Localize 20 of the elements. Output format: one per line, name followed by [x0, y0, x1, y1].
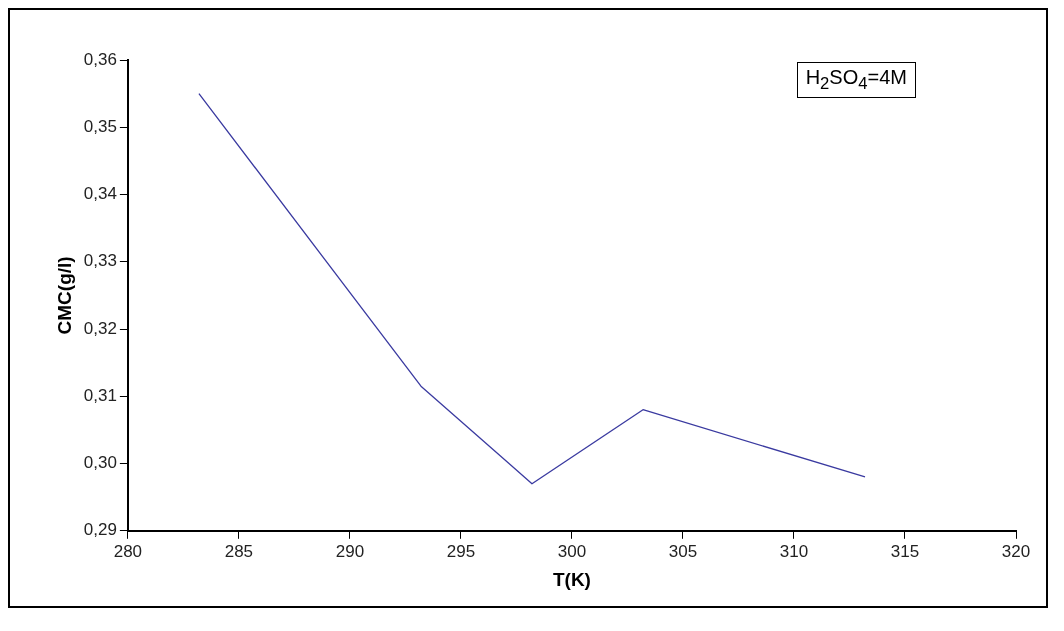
- y-tick-label: 0,32: [83, 318, 117, 338]
- y-tick-label: 0,34: [83, 184, 117, 204]
- x-tick-label: 290: [335, 541, 365, 561]
- y-tick-label: 0,36: [83, 49, 117, 69]
- y-tick-label: 0,31: [83, 385, 117, 405]
- x-tick-label: 305: [668, 541, 698, 561]
- x-tick-label: 285: [224, 541, 254, 561]
- x-tick-label: 295: [446, 541, 476, 561]
- y-axis-title: CMC(g/l): [53, 256, 75, 335]
- x-tick-label: 300: [557, 541, 587, 561]
- x-tick-label: 315: [890, 541, 920, 561]
- x-tick-label: 310: [779, 541, 809, 561]
- annotation: H$_{2}$SO$_{4}$=4M: [796, 62, 916, 98]
- y-tick-label: 0,35: [83, 116, 117, 136]
- x-tick-label: 280: [113, 541, 143, 561]
- x-tick-label: 320: [1001, 541, 1031, 561]
- y-tick-label: 0,33: [83, 251, 117, 271]
- y-tick-label: 0,30: [83, 453, 117, 473]
- y-tick-label: 0,29: [83, 520, 117, 540]
- x-axis-title: T(K): [552, 568, 591, 590]
